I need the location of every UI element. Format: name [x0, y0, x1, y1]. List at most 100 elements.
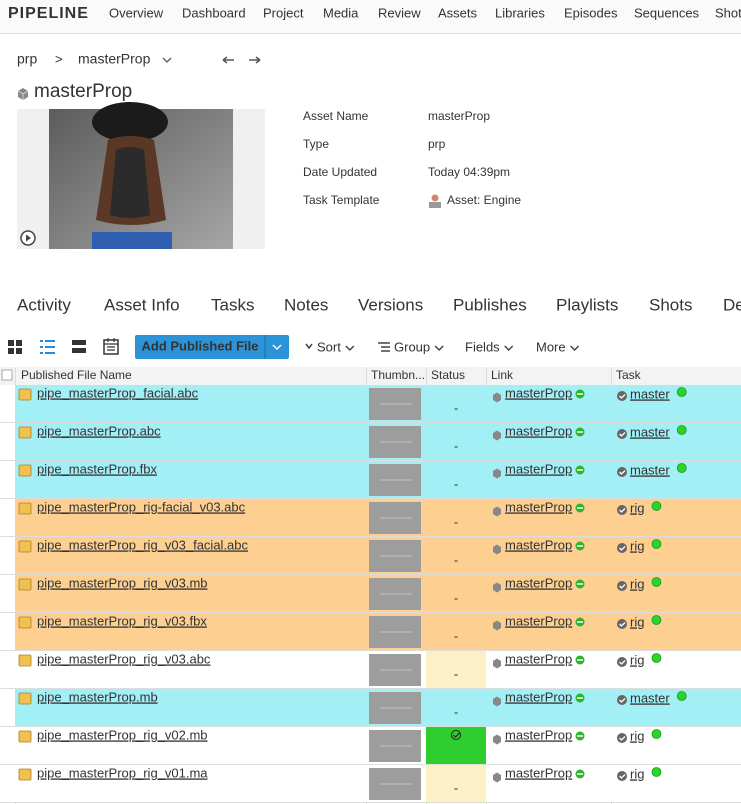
status: - [454, 666, 458, 681]
add-button-label[interactable]: Add Published File [141, 338, 258, 353]
crumb[interactable]: prp [17, 51, 37, 67]
file-name[interactable]: pipe_masterProp_rig_v03_facial.abc [37, 537, 249, 552]
tab[interactable]: Activity [17, 295, 71, 314]
menu-chevron[interactable] [570, 345, 580, 352]
task[interactable]: rig [630, 766, 644, 781]
nav-item[interactable]: Episodes [564, 5, 618, 20]
task[interactable]: master [630, 424, 670, 439]
button-dropdown[interactable] [272, 344, 282, 351]
task-icon [617, 505, 627, 515]
menu-chevron[interactable] [434, 345, 444, 352]
toolbar-menu[interactable]: Fields [465, 339, 500, 354]
forward-arrow[interactable] [249, 56, 261, 64]
link[interactable]: masterProp [505, 575, 572, 590]
column-header[interactable]: Thumbn... [371, 368, 425, 382]
view-list[interactable] [40, 340, 55, 354]
tab[interactable]: De [723, 295, 741, 314]
column-header[interactable]: Link [491, 368, 514, 382]
file-name[interactable]: pipe_masterProp_rig-facial_v03.abc [37, 499, 246, 514]
add-button[interactable] [135, 335, 289, 359]
tab[interactable]: Tasks [211, 295, 254, 314]
tab[interactable]: Asset Info [104, 295, 180, 314]
view-detail[interactable] [72, 340, 86, 353]
link-icon [493, 544, 501, 555]
link-icon [493, 506, 501, 517]
nav-item[interactable]: Review [378, 5, 421, 20]
nav-item[interactable]: Libraries [495, 5, 545, 20]
field-value: prp [428, 137, 446, 151]
file-name[interactable]: pipe_masterProp_rig_v03.mb [37, 575, 208, 590]
file-name[interactable]: pipe_masterProp.abc [37, 423, 161, 438]
page-title: masterProp [34, 81, 132, 102]
task[interactable]: rig [630, 576, 644, 591]
link[interactable]: masterProp [505, 727, 572, 742]
tab[interactable]: Shots [649, 295, 692, 314]
file-icon [18, 426, 32, 439]
nav-item[interactable]: Dashboard [182, 5, 246, 20]
link[interactable]: masterProp [505, 613, 572, 628]
file-name[interactable]: pipe_masterProp.fbx [37, 461, 157, 476]
toolbar-menu[interactable]: Sort [317, 339, 341, 354]
task[interactable]: rig [630, 728, 644, 743]
file-name[interactable]: pipe_masterProp_rig_v03.abc [37, 651, 211, 666]
tab[interactable]: Publishes [453, 295, 527, 314]
status-cell [426, 651, 486, 689]
nav-item[interactable]: Project [263, 5, 304, 20]
tab[interactable]: Versions [358, 295, 423, 314]
task[interactable]: rig [630, 614, 644, 629]
link[interactable]: masterProp [505, 765, 572, 780]
task[interactable]: master [630, 690, 670, 705]
menu-chevron[interactable] [345, 345, 355, 352]
tab[interactable]: Playlists [556, 295, 618, 314]
back-arrow[interactable] [222, 56, 234, 64]
file-name[interactable]: pipe_masterProp.mb [37, 689, 158, 704]
select-all[interactable] [1, 369, 13, 381]
file-name[interactable]: pipe_masterProp_rig_v03.fbx [37, 613, 207, 628]
task[interactable]: rig [630, 652, 644, 667]
link-icon [493, 430, 501, 441]
link[interactable]: masterProp [505, 461, 572, 476]
link[interactable]: masterProp [505, 651, 572, 666]
view-grid[interactable] [8, 340, 22, 354]
crumb-chevron[interactable] [162, 57, 172, 64]
view-calendar[interactable] [103, 338, 119, 355]
task[interactable]: rig [630, 500, 644, 515]
toolbar-menu[interactable]: More [536, 339, 566, 354]
column-header[interactable]: Task [616, 368, 642, 382]
task-icon [617, 467, 627, 477]
link[interactable]: masterProp [505, 537, 572, 552]
task-status [676, 463, 687, 473]
link[interactable]: masterProp [505, 689, 572, 704]
field-value: Today 04:39pm [428, 165, 510, 179]
field-value: masterProp [428, 109, 490, 123]
link[interactable]: masterProp [505, 423, 572, 438]
nav-item[interactable]: Shot [715, 5, 741, 20]
link[interactable]: masterProp [505, 499, 572, 514]
menu-chevron[interactable] [504, 345, 514, 352]
nav-item[interactable]: Sequences [634, 5, 700, 20]
tab[interactable]: Notes [284, 295, 328, 314]
group-icon [378, 342, 390, 352]
status-icon [451, 730, 461, 740]
nav-item[interactable]: Assets [438, 5, 478, 20]
brand[interactable]: PIPELINE [8, 5, 89, 22]
link-icon [493, 734, 501, 745]
table-header [0, 367, 741, 385]
file-name[interactable]: pipe_masterProp_facial.abc [37, 385, 199, 400]
file-name[interactable]: pipe_masterProp_rig_v02.mb [37, 727, 208, 742]
nav-item[interactable]: Overview [109, 5, 164, 20]
crumb[interactable]: masterProp [78, 51, 151, 67]
column-header[interactable]: Status [431, 368, 465, 382]
link[interactable]: masterProp [505, 385, 572, 400]
toolbar-menu[interactable]: Group [394, 339, 430, 354]
task[interactable]: master [630, 386, 670, 401]
task-icon [617, 581, 627, 591]
nav-item[interactable]: Media [323, 5, 359, 20]
task-status [651, 501, 662, 511]
task[interactable]: rig [630, 538, 644, 553]
file-name[interactable]: pipe_masterProp_rig_v01.ma [37, 765, 208, 780]
task[interactable]: master [630, 462, 670, 477]
column-header[interactable]: Published File Name [21, 368, 132, 382]
task-status [676, 387, 687, 397]
